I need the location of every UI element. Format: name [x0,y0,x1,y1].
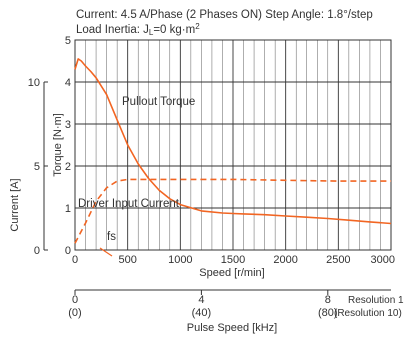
torque-tick-label: 2 [65,161,71,173]
torque-tick-labels: 0 1 2 3 4 5 [65,35,71,257]
current-axis-label: Current [A] [9,178,21,231]
major-grid [74,39,392,251]
series-line-pullout-torque [74,58,392,225]
series-line-driver-input-current [74,178,391,244]
torque-tick-label: 1 [65,203,71,215]
speed-tick-label: 3000 [371,254,395,266]
speed-axis-label: Speed [r/min] [199,267,264,279]
speed-tick-label: 1500 [221,254,245,266]
resolution-label-1: Resolution 1 [348,295,404,306]
fs-marker-line [99,247,113,257]
plot-frame [74,39,392,251]
pulse-tick-label-resolution-10: (0) [68,307,81,319]
torque-tick-label: 5 [65,35,71,47]
chart-header-line2: Load Inertia: JL=0 kg·m2 [76,22,200,37]
current-tick-labels: 0 5 10 [28,77,48,257]
current-tick-label: 0 [34,245,40,257]
series-layer [74,58,392,244]
speed-tick-label: 1000 [168,254,192,266]
torque-tick-label: 0 [65,245,71,257]
annotation-driver-input-current: Driver Input Current [78,198,180,210]
pulse-speed-axis: 0(0) 4(40) 8(80) [68,289,391,319]
pulse-tick-label: 0 [72,294,78,306]
chart-header-line1: Current: 4.5 A/Phase (2 Phases ON) Step … [76,9,373,21]
speed-tick-label: 2500 [326,254,350,266]
speed-tick-label: 500 [118,254,136,266]
speed-tick-labels: 0 500 1000 1500 2000 2500 3000 [72,254,395,266]
pulse-tick-label: 8 [325,294,331,306]
pulse-tick-label-resolution-10: (40) [192,307,212,319]
speed-tick-label: 0 [72,254,78,266]
current-tick-label: 5 [34,161,40,173]
speed-tick-label: 2000 [273,254,297,266]
current-tick-label: 10 [28,77,40,89]
pulse-speed-axis-label: Pulse Speed [kHz] [187,322,278,334]
torque-tick-label: 4 [65,77,71,89]
pulse-tick-label-resolution-10: (80) [318,307,338,319]
resolution-label-10: (Resolution 10) [334,308,402,319]
pulse-tick-label: 4 [198,294,204,306]
torque-tick-label: 3 [65,119,71,131]
annotation-fs: fs [107,231,116,243]
torque-axis-label: Torque [N·m] [52,113,64,177]
annotation-pullout-torque: Pullout Torque [122,96,195,108]
